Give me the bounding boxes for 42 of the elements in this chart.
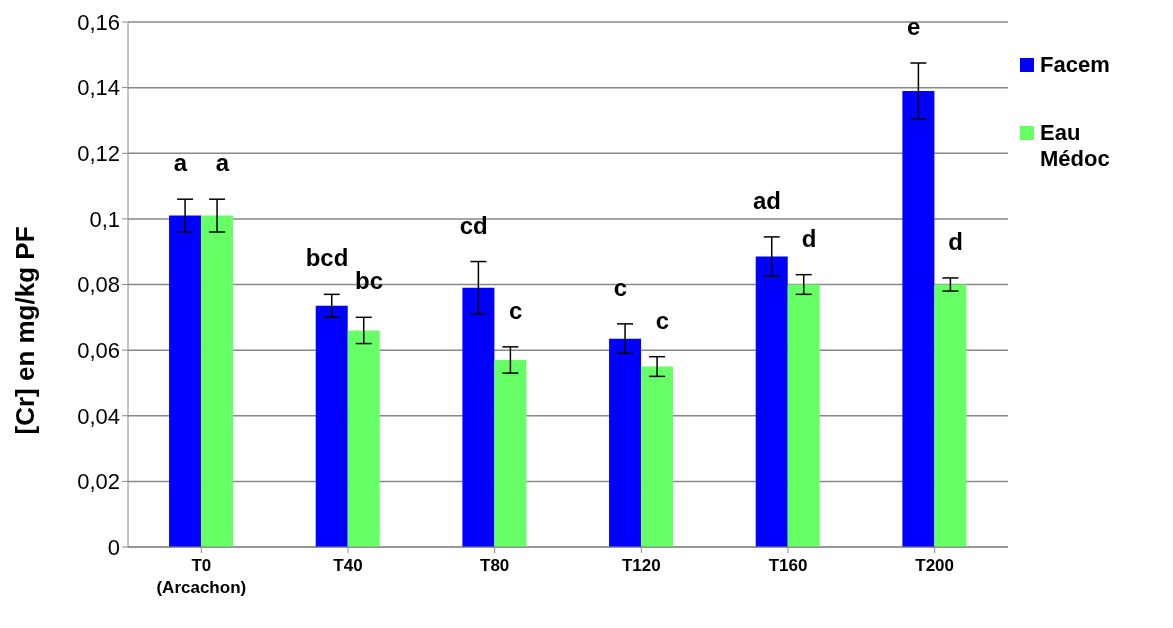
annotation: d: [801, 224, 817, 252]
y-tick-label: 0,02: [77, 469, 120, 495]
x-tick-label: T0 (Arcachon): [156, 556, 247, 597]
y-tick-label: 0,16: [77, 9, 120, 35]
y-axis-title: [Cr] en mg/kg PF: [10, 226, 41, 435]
bar: [609, 338, 642, 547]
bar: [462, 287, 495, 547]
bar: [494, 359, 527, 547]
x-tick-label: T160: [768, 556, 808, 575]
bar: [902, 90, 935, 547]
y-tick-label: 0,06: [77, 337, 120, 363]
legend-label: Eau Médoc: [1040, 120, 1111, 172]
bar: [787, 284, 820, 547]
annotation: ad: [752, 186, 782, 214]
annotation: c: [655, 306, 670, 334]
bar: [315, 305, 348, 547]
y-tick-label: 0,14: [77, 75, 120, 101]
x-tick-label: T200: [915, 556, 955, 575]
annotation: e: [906, 13, 921, 41]
annotation: c: [508, 296, 523, 324]
bar: [347, 330, 380, 547]
bar: [755, 256, 788, 547]
y-tick-label: 0,12: [77, 141, 120, 167]
annotation: c: [613, 273, 628, 301]
annotation: cd: [459, 211, 488, 239]
annotation: bcd: [305, 244, 349, 272]
annotation: a: [173, 149, 188, 177]
bar: [641, 366, 674, 547]
bar: [934, 284, 967, 547]
x-tick-label: T120: [621, 556, 661, 575]
annotation: a: [215, 149, 230, 177]
y-tick-label: 0,1: [89, 206, 120, 232]
y-tick-label: 0,04: [77, 403, 120, 429]
x-tick-label: T80: [480, 556, 510, 575]
y-tick-label: 0,08: [77, 272, 120, 298]
annotation: d: [948, 227, 963, 255]
annotation: bc: [354, 267, 384, 295]
y-tick-label: 0: [107, 534, 120, 560]
bar: [201, 215, 234, 547]
bar: [169, 215, 202, 547]
legend-label: Facem: [1040, 52, 1110, 78]
x-tick-label: T40: [333, 556, 363, 575]
